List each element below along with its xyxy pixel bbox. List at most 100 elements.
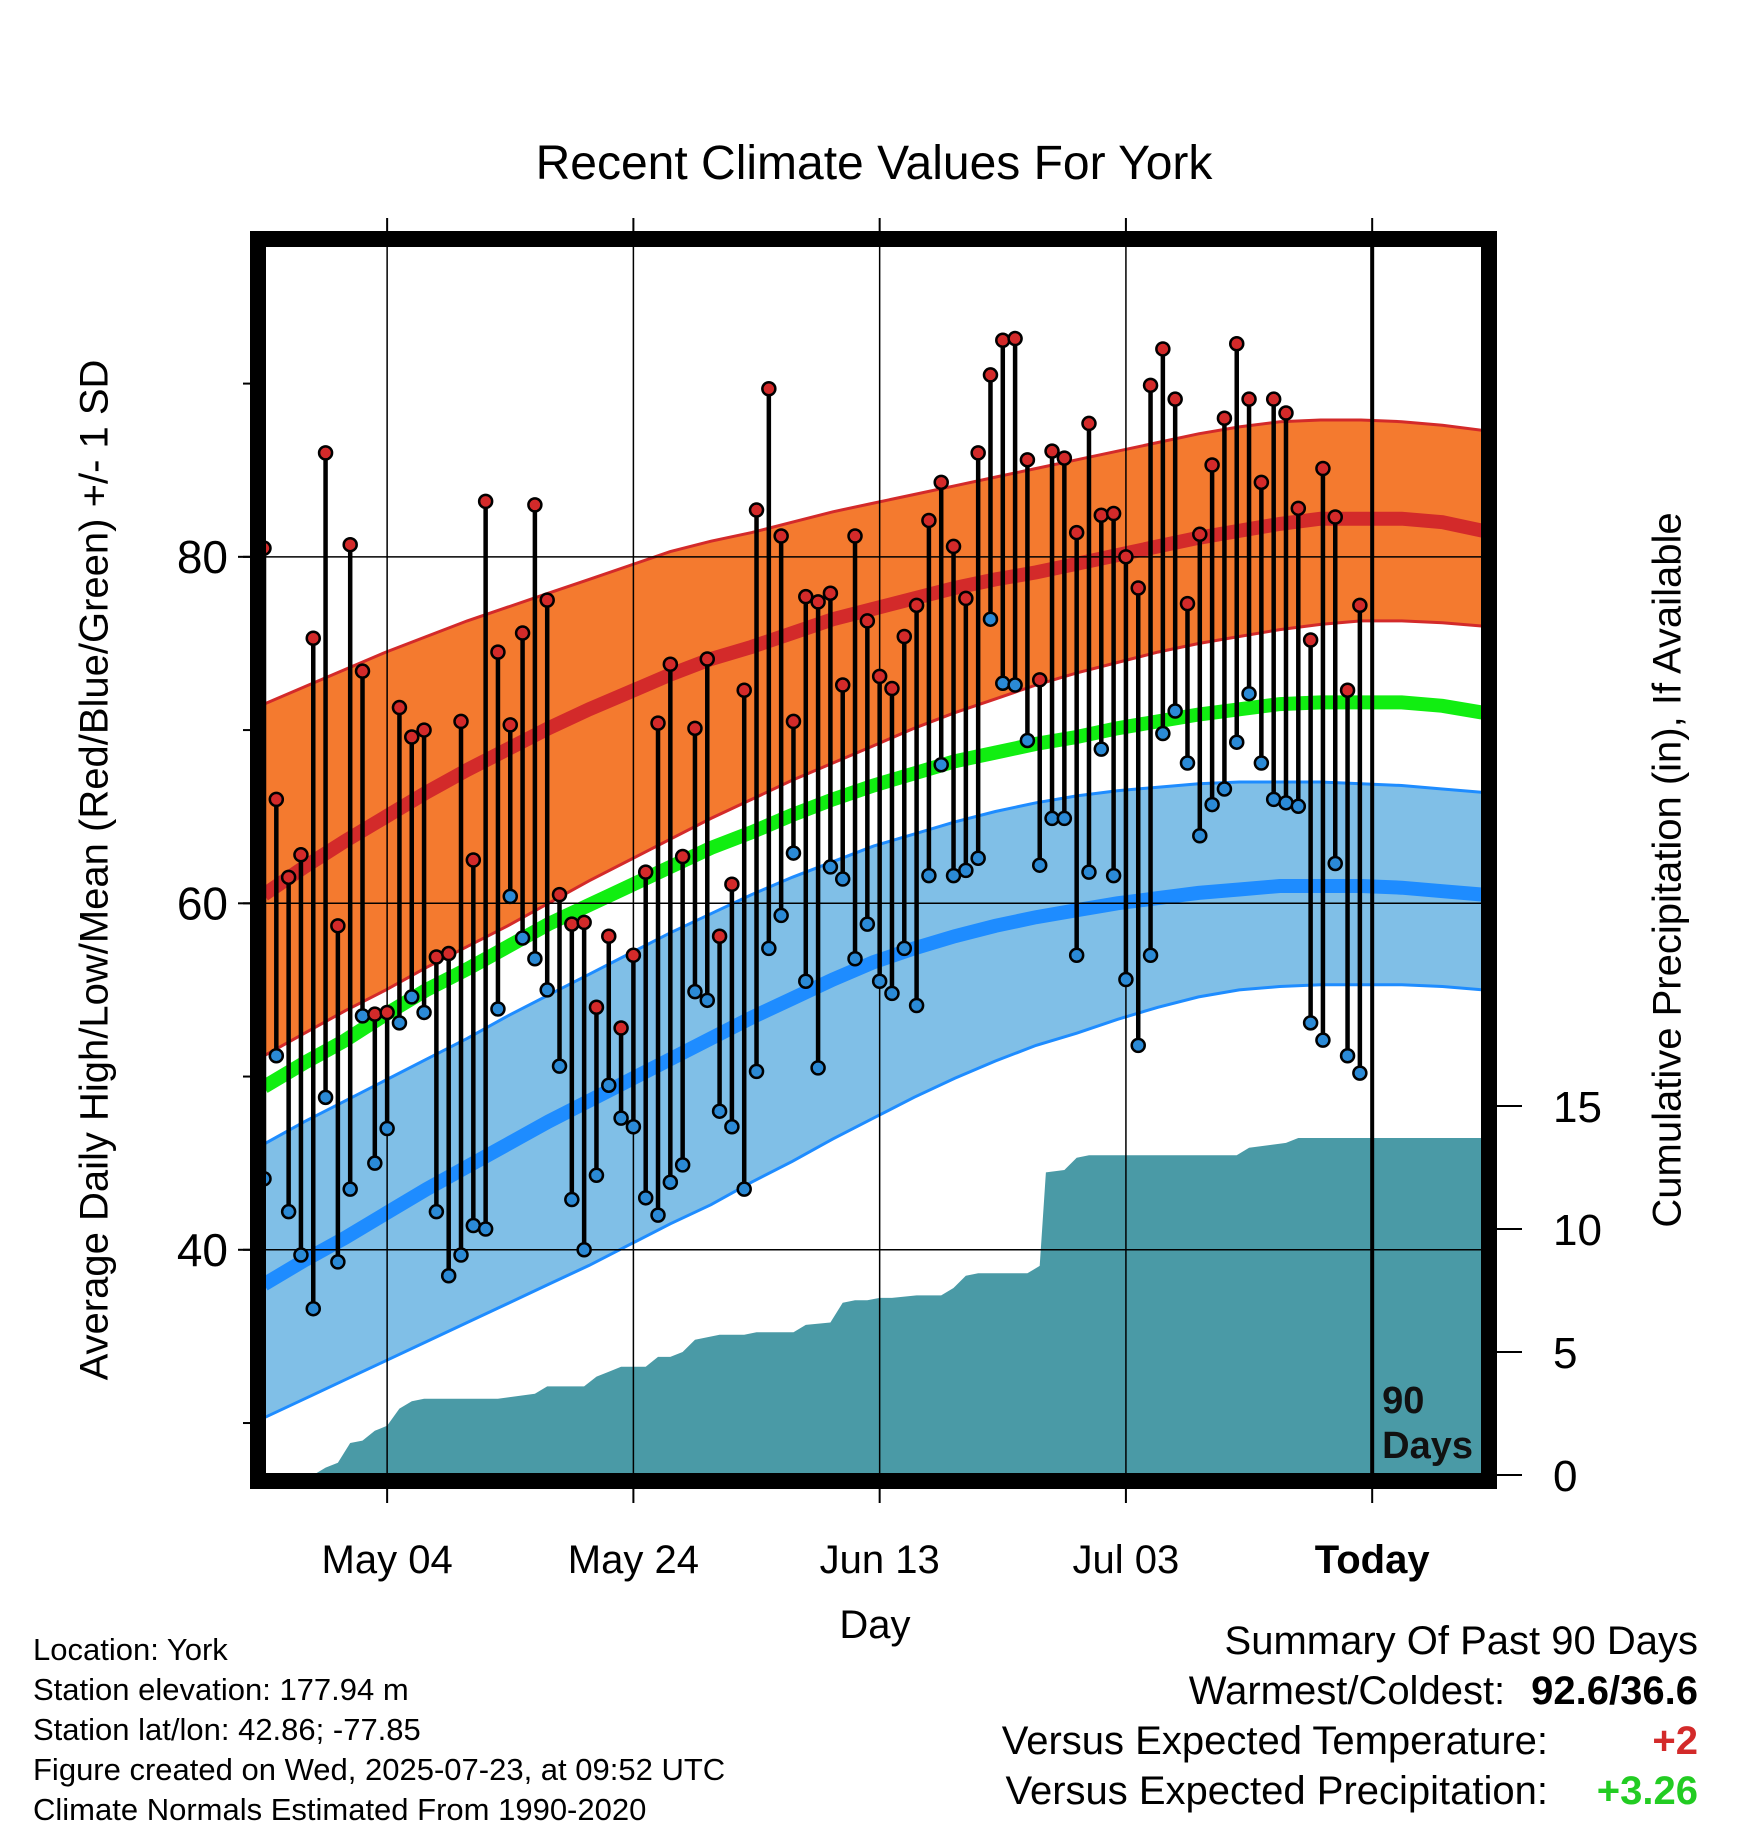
observed-low-point [871,973,888,990]
observed-low-point [945,867,962,884]
observed-high-point [1327,509,1343,525]
observed-low-point [576,1242,592,1258]
precip-label: Versus Expected Precipitation: [1005,1769,1548,1813]
x-axis-label: Day [839,1603,911,1647]
observed-low-point [699,992,716,1009]
y-tick-label: 80 [177,531,228,583]
observed-low-point [490,1001,506,1017]
observed-high-point [539,592,555,608]
observed-low-point [982,611,999,627]
observed-high-point [1118,549,1134,565]
observed-low-point [551,1058,568,1074]
observed-high-point [588,999,605,1016]
observed-high-point [662,656,679,672]
observed-high-point [798,588,814,605]
observed-high-point [1179,595,1196,612]
normal-low-line [260,879,1484,1291]
observed-low-point [391,1015,408,1031]
observed-high-point [699,651,716,667]
observed-low-point [1278,795,1294,811]
observed-high-point [379,1004,395,1021]
observed-high-point [637,864,654,880]
observed-low-point [305,1300,322,1317]
observed-low-point [1315,1032,1331,1048]
observed-high-point [1155,341,1171,357]
observed-high-point [551,886,568,903]
precip-tick-label: 10 [1553,1206,1602,1255]
observed-low-point [933,756,949,773]
observed-low-point [958,862,974,879]
observed-high-point [1302,632,1319,648]
plot-frame [250,231,1497,1489]
observed-high-point [724,876,740,893]
observed-high-point [921,512,937,529]
observed-low-point [1142,947,1159,964]
observed-high-point [736,682,752,698]
created-text: Figure created on Wed, 2025-07-23, at 09… [33,1752,726,1787]
observed-high-point [958,590,974,607]
observed-low-point [342,1181,358,1197]
observed-high-point [761,381,777,397]
observed-low-point [637,1190,654,1206]
x-tick-label: May 04 [322,1538,453,1582]
observed-high-point [687,720,703,737]
observed-high-point [945,538,962,555]
observed-low-point [539,982,555,998]
observed-low-point [1204,796,1220,813]
observed-low-point [687,983,703,1000]
observed-high-point [908,597,925,614]
observed-low-point [625,1119,642,1135]
observed-low-point [1339,1048,1356,1064]
precip-tick-label: 5 [1553,1329,1577,1378]
observed-low-point [404,989,420,1005]
observed-low-point [1130,1037,1146,1054]
observed-high-point [884,680,900,697]
observed-low-point [1302,1015,1319,1031]
observed-low-point [896,940,913,957]
observed-low-point [970,850,986,867]
observed-high-point [822,585,839,601]
observed-low-point [1265,791,1282,808]
observed-high-point [1056,450,1073,466]
observed-high-point [1007,330,1023,347]
observed-high-point [674,848,691,865]
observed-low-point [1105,867,1122,884]
observed-low-point [1192,827,1208,844]
observed-low-point [662,1174,679,1190]
observed-high-point [1093,507,1110,524]
observed-low-point [748,1063,765,1080]
observed-high-point [650,715,666,731]
observed-high-point [367,1006,383,1022]
observed-low-point [1253,755,1270,771]
observed-high-point [613,1020,629,1036]
observed-low-point [502,888,519,905]
temp-label: Versus Expected Temperature: [1001,1719,1548,1763]
observed-low-point [330,1254,346,1270]
observed-low-point [1007,677,1023,693]
normal-mean-line [260,695,1485,1093]
observed-low-point [613,1110,629,1126]
observed-low-point [1352,1065,1368,1081]
observed-high-point [416,722,432,738]
observed-low-point [465,1217,482,1234]
observed-high-point [440,945,457,962]
temp-value: +2 [1652,1719,1698,1763]
observed-low-point [724,1119,740,1135]
observed-low-point [440,1268,457,1284]
observed-low-point [601,1077,617,1093]
observed-high-point [871,668,888,685]
observed-low-point [564,1191,580,1208]
observed-low-point [477,1221,494,1237]
observed-high-point [995,332,1011,349]
observed-low-point [1290,798,1307,815]
y-tick-label: 60 [177,877,228,929]
observed-low-point [1118,971,1134,988]
observed-high-point [1105,505,1122,522]
observed-high-point [477,493,494,510]
observed-high-point [268,791,285,808]
observed-low-point [884,985,900,1002]
summary-precipitation-row: Versus Expected Precipitation: +3.26 [1002,1766,1698,1816]
observed-low-point [428,1203,445,1220]
observed-low-point [354,1008,371,1024]
